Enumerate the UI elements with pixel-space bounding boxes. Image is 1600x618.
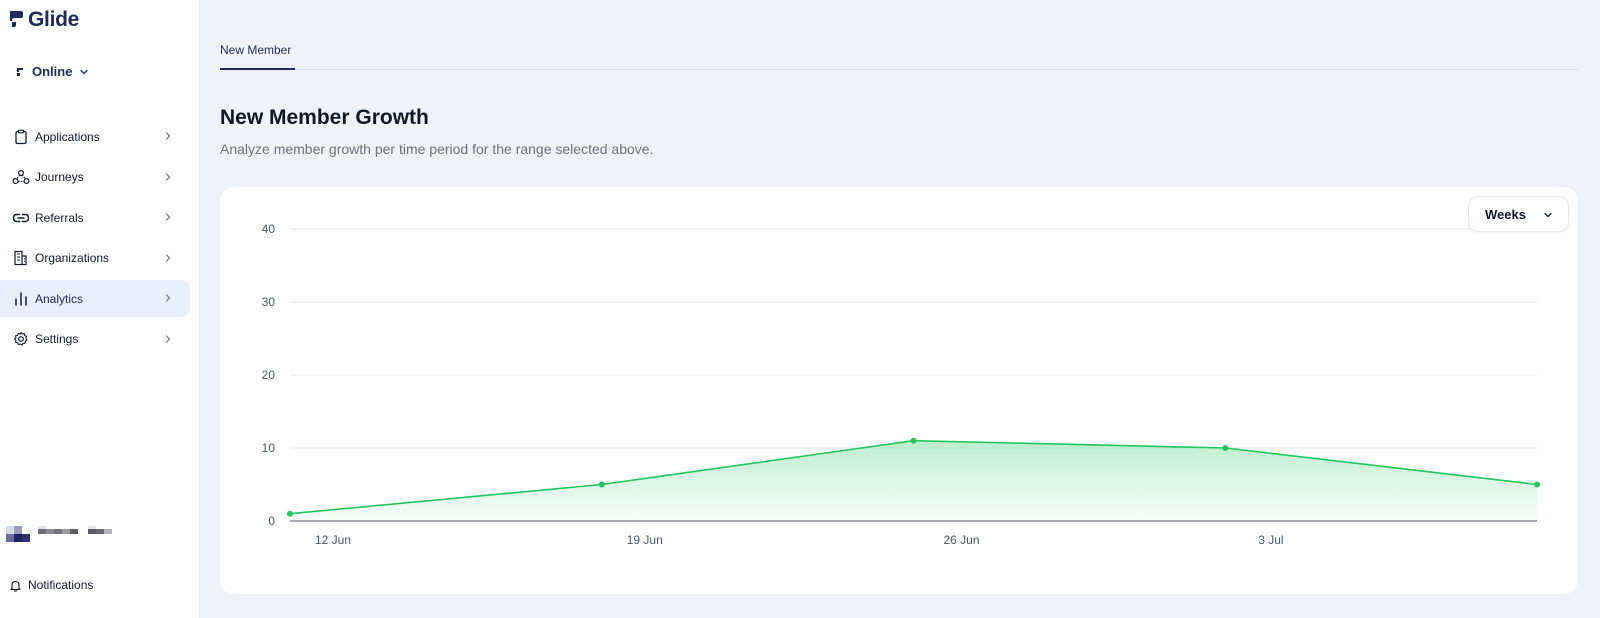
sidebar-item-label: Organizations (35, 251, 110, 266)
app-name: Glide (28, 8, 80, 31)
sidebar-item-analytics[interactable]: Analytics (0, 280, 190, 318)
y-tick-label: 10 (262, 441, 276, 455)
workspace-logo-icon (17, 67, 23, 76)
sidebar-nav: Applications Journeys Referrals Organiza… (0, 118, 200, 362)
tab-new-member[interactable]: New Member (220, 43, 295, 70)
link-icon (12, 209, 30, 227)
sidebar-item-settings[interactable]: Settings (0, 321, 190, 358)
series-area (290, 440, 1537, 521)
x-tick-label: 12 Jun (315, 533, 351, 547)
building-icon (12, 249, 30, 267)
sidebar-item-organizations[interactable]: Organizations (0, 240, 190, 277)
period-select-value: Weeks (1485, 206, 1526, 222)
glide-logo-icon (10, 11, 23, 27)
page-title: New Member Growth (220, 106, 429, 129)
chevron-down-icon (1544, 212, 1552, 218)
notifications-link[interactable]: Notifications (9, 578, 93, 592)
sidebar: Glide Online Applications Journeys (0, 0, 200, 618)
chevron-right-icon (165, 132, 171, 140)
gear-icon (12, 330, 30, 348)
data-point (1534, 481, 1540, 488)
bell-icon (10, 580, 21, 592)
chart-card: 0 10 20 30 40 12 Jun 19 Jun 26 Jun 3 Jul Weeks (220, 187, 1578, 594)
sidebar-item-referrals[interactable]: Referrals (0, 199, 190, 236)
member-growth-chart: 0 10 20 30 40 12 Jun 19 Jun 26 Jun 3 Jul (262, 222, 1540, 547)
chevron-right-icon (165, 294, 171, 302)
data-point (1222, 445, 1229, 451)
data-point (910, 437, 917, 444)
sidebar-item-label: Settings (35, 332, 79, 347)
clipboard-icon (12, 128, 30, 146)
user-avatar-redacted[interactable] (6, 526, 116, 546)
tab-bar: New Member (220, 40, 1578, 70)
journey-nodes-icon (12, 168, 30, 186)
chevron-right-icon (165, 335, 171, 343)
bar-chart-icon (12, 290, 30, 308)
period-select[interactable]: Weeks (1468, 196, 1569, 232)
notifications-label: Notifications (28, 578, 94, 592)
y-tick-label: 20 (262, 368, 276, 382)
app-logo[interactable]: Glide (8, 8, 79, 32)
y-tick-label: 40 (262, 222, 276, 236)
sidebar-item-label: Journeys (35, 170, 84, 185)
sidebar-item-journeys[interactable]: Journeys (0, 159, 190, 196)
chevron-right-icon (165, 172, 171, 181)
data-point (598, 481, 605, 488)
data-point (287, 510, 293, 517)
sidebar-item-label: Applications (35, 129, 100, 144)
chevron-right-icon (165, 213, 171, 221)
workspace-label: Online (32, 64, 73, 79)
x-tick-label: 3 Jul (1258, 533, 1283, 547)
x-tick-label: 26 Jun (944, 533, 980, 547)
sidebar-item-label: Analytics (35, 291, 84, 306)
y-tick-label: 0 (268, 514, 275, 528)
sidebar-item-label: Referrals (35, 210, 84, 225)
y-tick-label: 30 (262, 295, 276, 309)
x-tick-label: 19 Jun (627, 533, 663, 547)
page-subtitle: Analyze member growth per time period fo… (220, 141, 654, 157)
chevron-right-icon (165, 254, 171, 262)
workspace-switcher[interactable]: Online (14, 64, 90, 79)
chevron-down-icon (80, 69, 89, 74)
sidebar-item-applications[interactable]: Applications (0, 118, 190, 155)
